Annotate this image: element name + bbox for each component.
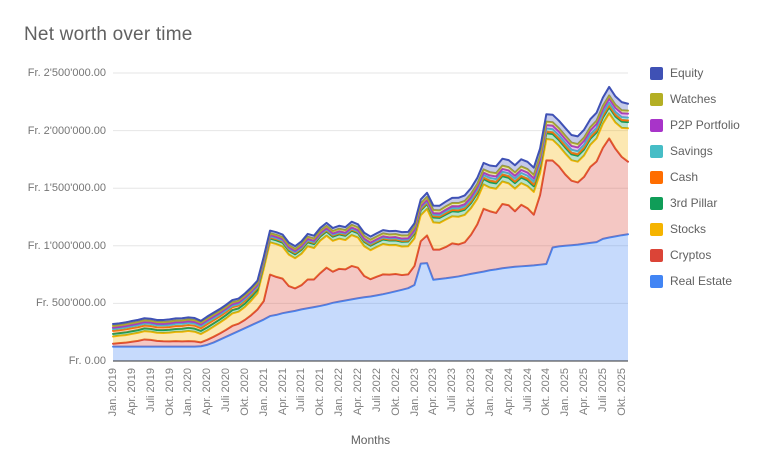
- legend-item-3rd-pillar[interactable]: 3rd Pillar: [650, 196, 740, 210]
- x-axis-tick-label: Okt. 2024: [540, 368, 553, 416]
- legend-swatch-savings: [650, 144, 663, 158]
- series-line-stocks[interactable]: [112, 112, 629, 338]
- x-axis-tick-label: Juli 2020: [220, 368, 232, 413]
- x-axis-tick-label: Apr. 2025: [578, 368, 590, 416]
- legend-item-savings[interactable]: Savings: [650, 144, 740, 158]
- x-axis-tick-label: Juli 2021: [295, 368, 308, 413]
- y-axis-tick-label: Fr. 2'500'000.00: [27, 67, 106, 79]
- x-axis-tick-label: Juli 2022: [370, 368, 383, 413]
- legend-item-p2p-portfolio[interactable]: P2P Portfolio: [650, 118, 740, 132]
- x-axis-tick-label: Okt. 2025: [615, 368, 628, 416]
- x-axis-tick-label: Apr. 2021: [276, 368, 289, 416]
- x-axis-tick-label: Apr. 2020: [201, 368, 214, 416]
- y-axis-tick-label: Fr. 1'500'000.00: [27, 182, 106, 195]
- chart-legend: Equity Watches P2P Portfolio Savings Cash 3rd…: [650, 66, 740, 288]
- x-axis-tick-label: Apr. 2019: [125, 368, 138, 416]
- legend-swatch-watches: [650, 92, 663, 106]
- series-line-watches[interactable]: [112, 94, 629, 327]
- x-axis-tick-label: Okt. 2019: [163, 368, 176, 416]
- x-axis-tick-label: Okt. 2023: [465, 368, 477, 416]
- x-axis-tick-label: Juli 2025: [596, 368, 609, 413]
- legend-item-real-estate[interactable]: Real Estate: [650, 274, 740, 288]
- x-axis-tick-label: Jan. 2020: [182, 368, 195, 417]
- legend-item-equity[interactable]: Equity: [650, 66, 740, 80]
- legend-label: Cryptos: [670, 248, 712, 262]
- legend-item-stocks[interactable]: Stocks: [650, 222, 740, 236]
- legend-swatch-cash: [650, 170, 663, 184]
- x-axis-tick-label: Apr. 2022: [351, 368, 364, 416]
- series-area-cryptos[interactable]: [113, 138, 628, 347]
- legend-label: 3rd Pillar: [670, 196, 718, 210]
- x-axis-tick-label: Juli 2023: [446, 368, 459, 413]
- legend-item-cash[interactable]: Cash: [650, 170, 740, 184]
- x-axis-tick-label: Apr. 2024: [502, 368, 515, 416]
- x-axis-tick-label: Apr. 2023: [427, 368, 440, 416]
- series-line-equity[interactable]: [112, 85, 629, 326]
- x-axis-tick-label: Jan. 2021: [257, 368, 270, 417]
- chart-title: Net worth over time: [24, 24, 193, 45]
- legend-label: Equity: [670, 66, 704, 80]
- series-line-real-estate[interactable]: [112, 233, 629, 348]
- series-area-real-estate[interactable]: [113, 234, 628, 361]
- y-axis-tick-label: Fr. 0.00: [68, 355, 106, 367]
- x-axis-tick-label: Okt. 2020: [238, 368, 251, 416]
- x-axis-tick-label: Juli 2024: [521, 368, 534, 413]
- x-axis-tick-label: Okt. 2022: [389, 368, 402, 416]
- x-axis-title: Months: [350, 433, 391, 447]
- x-axis-tick-label: Jan. 2024: [483, 368, 496, 417]
- legend-label: P2P Portfolio: [670, 118, 740, 132]
- x-axis-tick-label: Juli 2019: [144, 368, 157, 413]
- legend-label: Stocks: [670, 222, 707, 236]
- y-axis-tick-label: Fr. 500'000.00: [36, 297, 106, 310]
- y-axis-tick-label: Fr. 2'000'000.00: [27, 124, 106, 137]
- x-axis-tick-label: Jan. 2022: [333, 368, 346, 417]
- x-axis-tick-label: Jan. 2025: [559, 368, 572, 417]
- legend-swatch-cryptos: [650, 248, 663, 262]
- legend-swatch-stocks: [650, 222, 663, 236]
- legend-item-watches[interactable]: Watches: [650, 92, 740, 106]
- legend-label: Real Estate: [670, 274, 733, 288]
- x-axis-tick-label: Jan. 2019: [107, 368, 119, 417]
- legend-swatch-3rd-pillar: [650, 196, 663, 210]
- legend-item-cryptos[interactable]: Cryptos: [650, 248, 740, 262]
- x-axis-tick-label: Jan. 2023: [408, 368, 421, 417]
- legend-label: Savings: [670, 144, 713, 158]
- x-axis-tick-label: Okt. 2021: [314, 368, 327, 416]
- legend-label: Cash: [670, 170, 699, 184]
- series-line-cryptos[interactable]: [112, 137, 629, 345]
- legend-label: Watches: [670, 92, 717, 106]
- legend-swatch-equity: [650, 66, 663, 80]
- legend-swatch-real-estate: [650, 274, 663, 288]
- y-axis-tick-label: Fr. 1'000'000.00: [27, 239, 106, 252]
- legend-swatch-p2p-portfolio: [650, 118, 663, 132]
